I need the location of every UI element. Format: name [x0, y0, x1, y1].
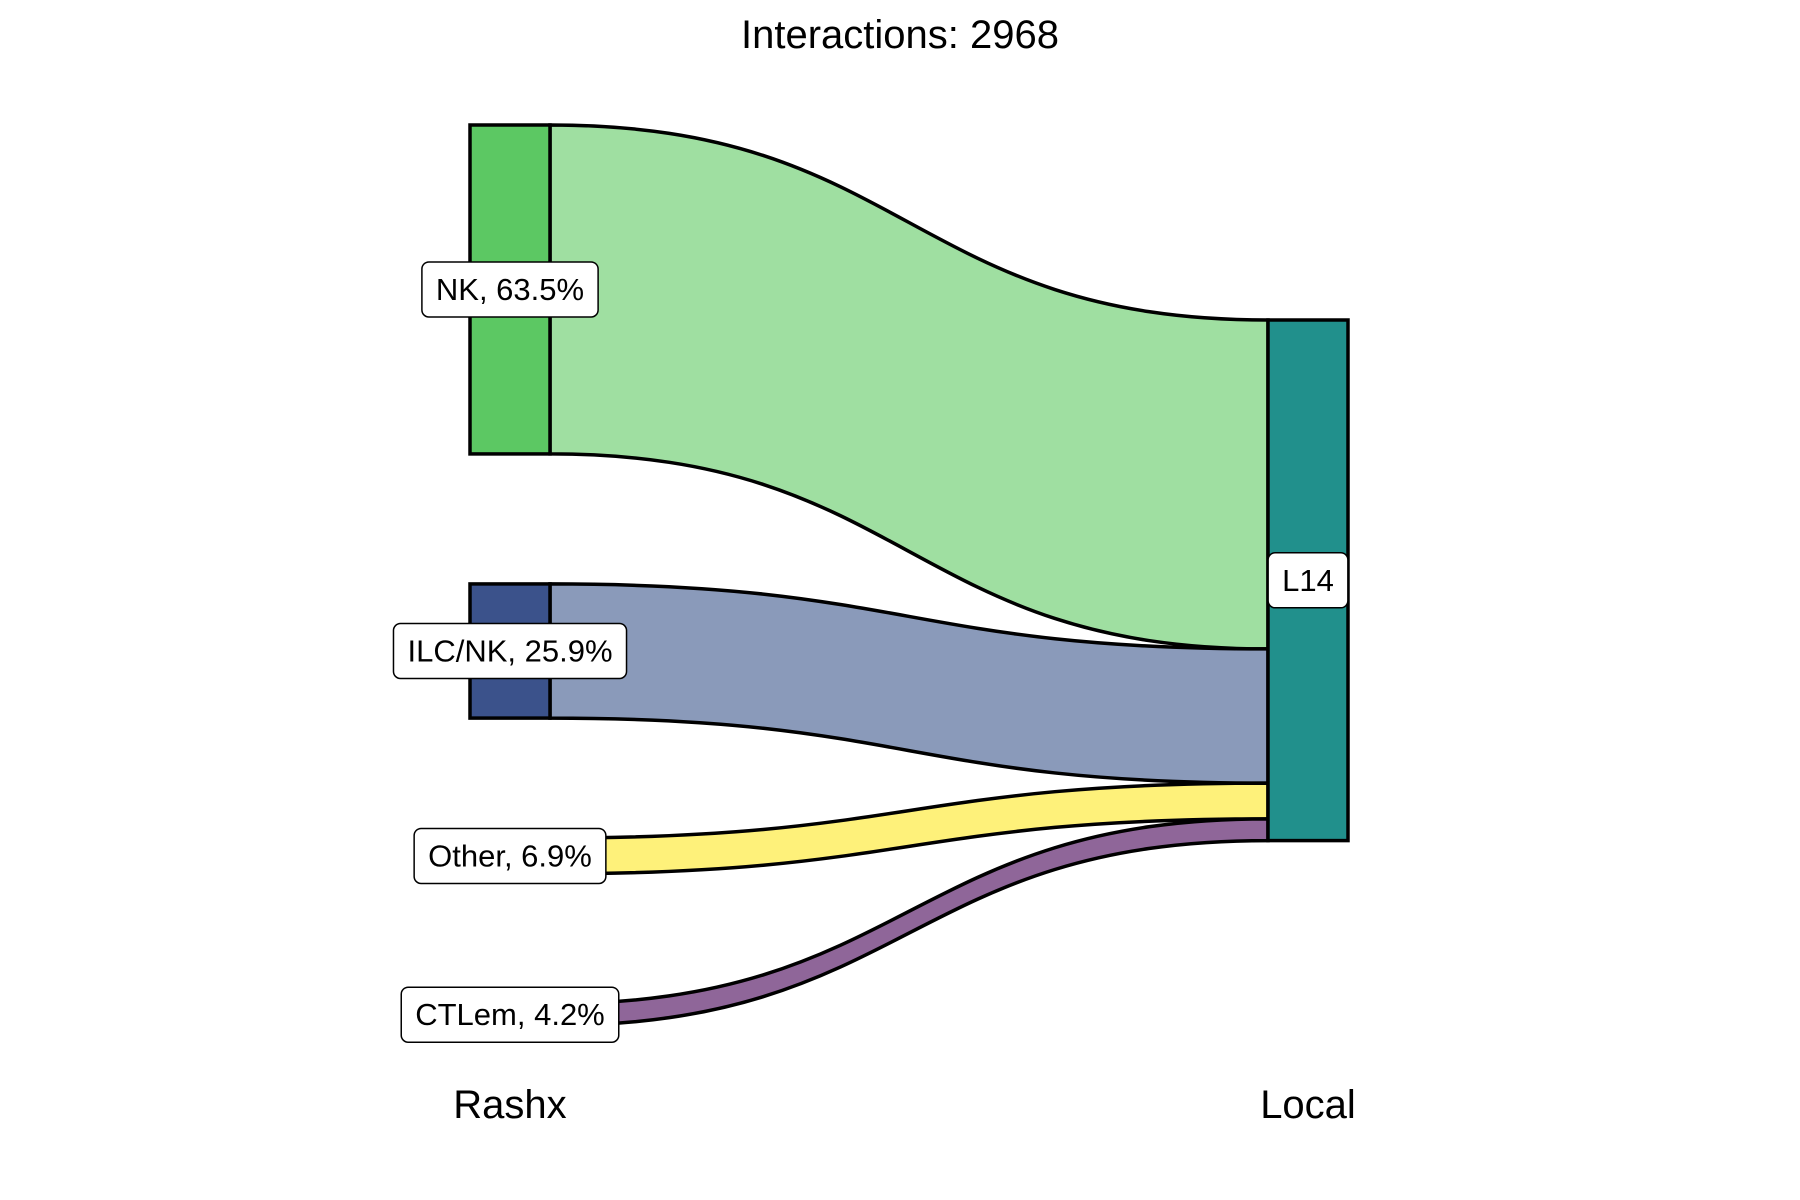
- label-nk: NK, 63.5%: [421, 261, 599, 318]
- chart-title: Interactions: 2968: [741, 13, 1059, 57]
- label-nk-text: NK, 63.5%: [436, 272, 584, 307]
- label-other-text: Other, 6.9%: [428, 838, 592, 873]
- label-ilc-nk-text: ILC/NK, 25.9%: [407, 634, 612, 669]
- axis-label-local: Local: [1260, 1083, 1356, 1127]
- label-other-box: [413, 827, 607, 885]
- label-l14-box: [1267, 552, 1349, 609]
- axis-label-rashx: Rashx: [453, 1083, 566, 1127]
- label-other: Other, 6.9%: [413, 827, 607, 885]
- label-ilc-nk-box: [392, 622, 628, 680]
- label-l14-text: L14: [1282, 563, 1334, 598]
- label-ilc-nk: ILC/NK, 25.9%: [392, 622, 628, 680]
- flows-layer: [548, 123, 1270, 1028]
- label-ctlem: CTLem, 4.2%: [400, 986, 620, 1043]
- label-ctlem-box: [400, 986, 620, 1043]
- label-l14: L14: [1267, 552, 1349, 609]
- label-nk-box: [421, 261, 599, 318]
- label-ctlem-text: CTLem, 4.2%: [415, 997, 605, 1032]
- flow-nk: [548, 123, 1270, 651]
- labels-layer: NK, 63.5% ILC/NK, 25.9% Other, 6.9% CTLem, …: [392, 261, 1349, 1043]
